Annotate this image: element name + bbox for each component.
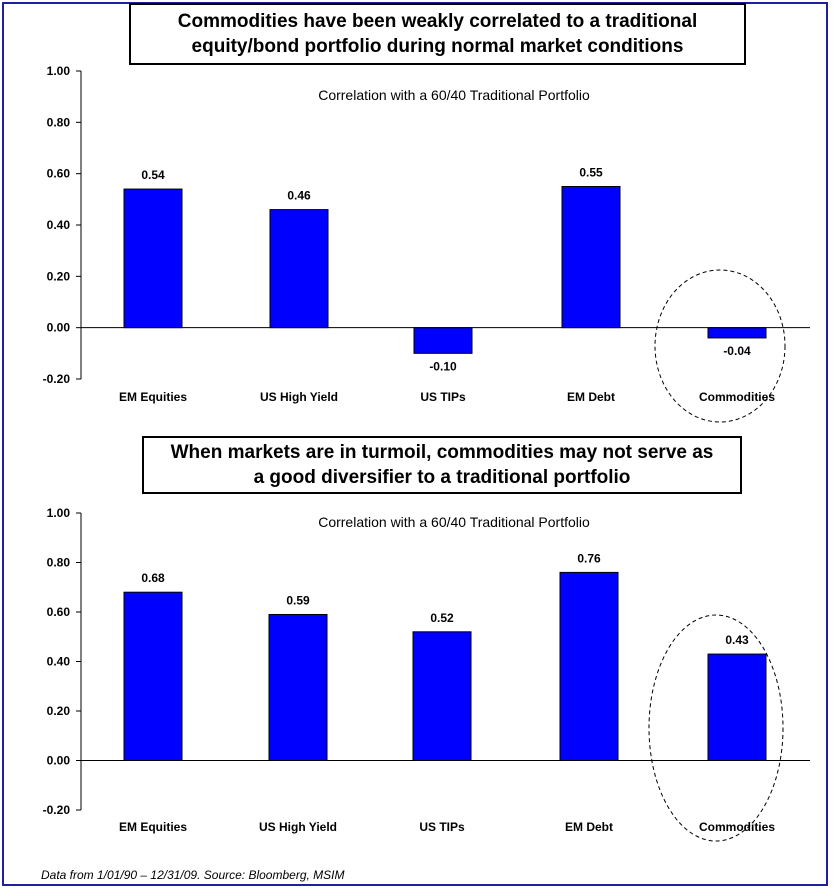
chart-2-data-label: 0.59	[286, 593, 310, 607]
chart-1-y-tick-label: 0.80	[47, 115, 71, 129]
chart-1-category-label: US TIPs	[420, 390, 466, 404]
chart-1-highlight-ellipse	[654, 269, 786, 423]
chart-1-data-label: 0.46	[287, 189, 311, 203]
chart-1-category-label: EM Debt	[567, 390, 615, 404]
chart-2-bar-commodities	[707, 653, 767, 762]
chart-2-category-label: Commodities	[699, 820, 775, 834]
chart-2-y-tick-label: 0.80	[47, 556, 71, 570]
chart-1-category-label: Commodities	[699, 390, 775, 404]
chart-2-category-label: US TIPs	[419, 820, 465, 834]
chart-1-data-label: -0.10	[429, 359, 457, 373]
chart-1-y-tick-label: -0.20	[43, 372, 71, 386]
chart-2-bar-em-equities	[123, 591, 183, 762]
chart-1-bar-em-equities	[123, 188, 183, 329]
chart-2-highlight-ellipse	[648, 614, 784, 842]
chart-1-y-tick-label: 0.00	[47, 321, 71, 335]
chart-2-bar-em-debt	[559, 571, 619, 762]
chart-1-bar-us-tips	[413, 327, 473, 354]
chart-1-y-tick-label: 0.20	[47, 269, 71, 283]
chart-2-data-label: 0.68	[141, 571, 165, 585]
chart-1-y-tick-label: 0.60	[47, 167, 71, 181]
chart-2-y-tick-label: 0.40	[47, 655, 71, 669]
source-footnote: Data from 1/01/90 – 12/31/09. Source: Bl…	[41, 868, 345, 882]
chart-1-data-label: 0.54	[141, 168, 165, 182]
chart-2-y-tick-label: 0.20	[47, 704, 71, 718]
chart-1-y-tick-label: 0.40	[47, 218, 71, 232]
chart-2-data-label: 0.43	[725, 633, 749, 647]
chart-1-bar-us-high-yield	[269, 209, 329, 329]
chart-1-subtitle: Correlation with a 60/40 Traditional Por…	[318, 87, 590, 103]
chart-2-y-tick-label: 0.60	[47, 605, 71, 619]
chart-2-bar-us-high-yield	[268, 613, 328, 761]
chart-1-category-label: EM Equities	[119, 390, 187, 404]
chart-2-bar-us-tips	[412, 631, 472, 761]
chart-2-title: When markets are in turmoil, commodities…	[142, 436, 742, 494]
chart-2-data-label: 0.76	[577, 551, 601, 565]
chart-1-data-label: -0.04	[723, 344, 751, 358]
chart-2-y-tick-label: 0.00	[47, 754, 71, 768]
chart-1-category-label: US High Yield	[260, 390, 338, 404]
chart-1-y-tick-label: 1.00	[47, 64, 71, 78]
chart-2-category-label: EM Debt	[565, 820, 613, 834]
chart-1-data-label: 0.55	[579, 166, 603, 180]
chart-2-y-tick-label: 1.00	[47, 506, 71, 520]
chart-2-data-label: 0.52	[430, 611, 454, 625]
chart-1-bar-em-debt	[561, 186, 621, 329]
chart-2-category-label: US High Yield	[259, 820, 337, 834]
chart-2-subtitle: Correlation with a 60/40 Traditional Por…	[318, 514, 590, 530]
chart-2-y-tick-label: -0.20	[43, 803, 71, 817]
chart-2-category-label: EM Equities	[119, 820, 187, 834]
chart-1-bar-commodities	[707, 327, 767, 339]
chart-1-title: Commodities have been weakly correlated …	[129, 3, 746, 65]
